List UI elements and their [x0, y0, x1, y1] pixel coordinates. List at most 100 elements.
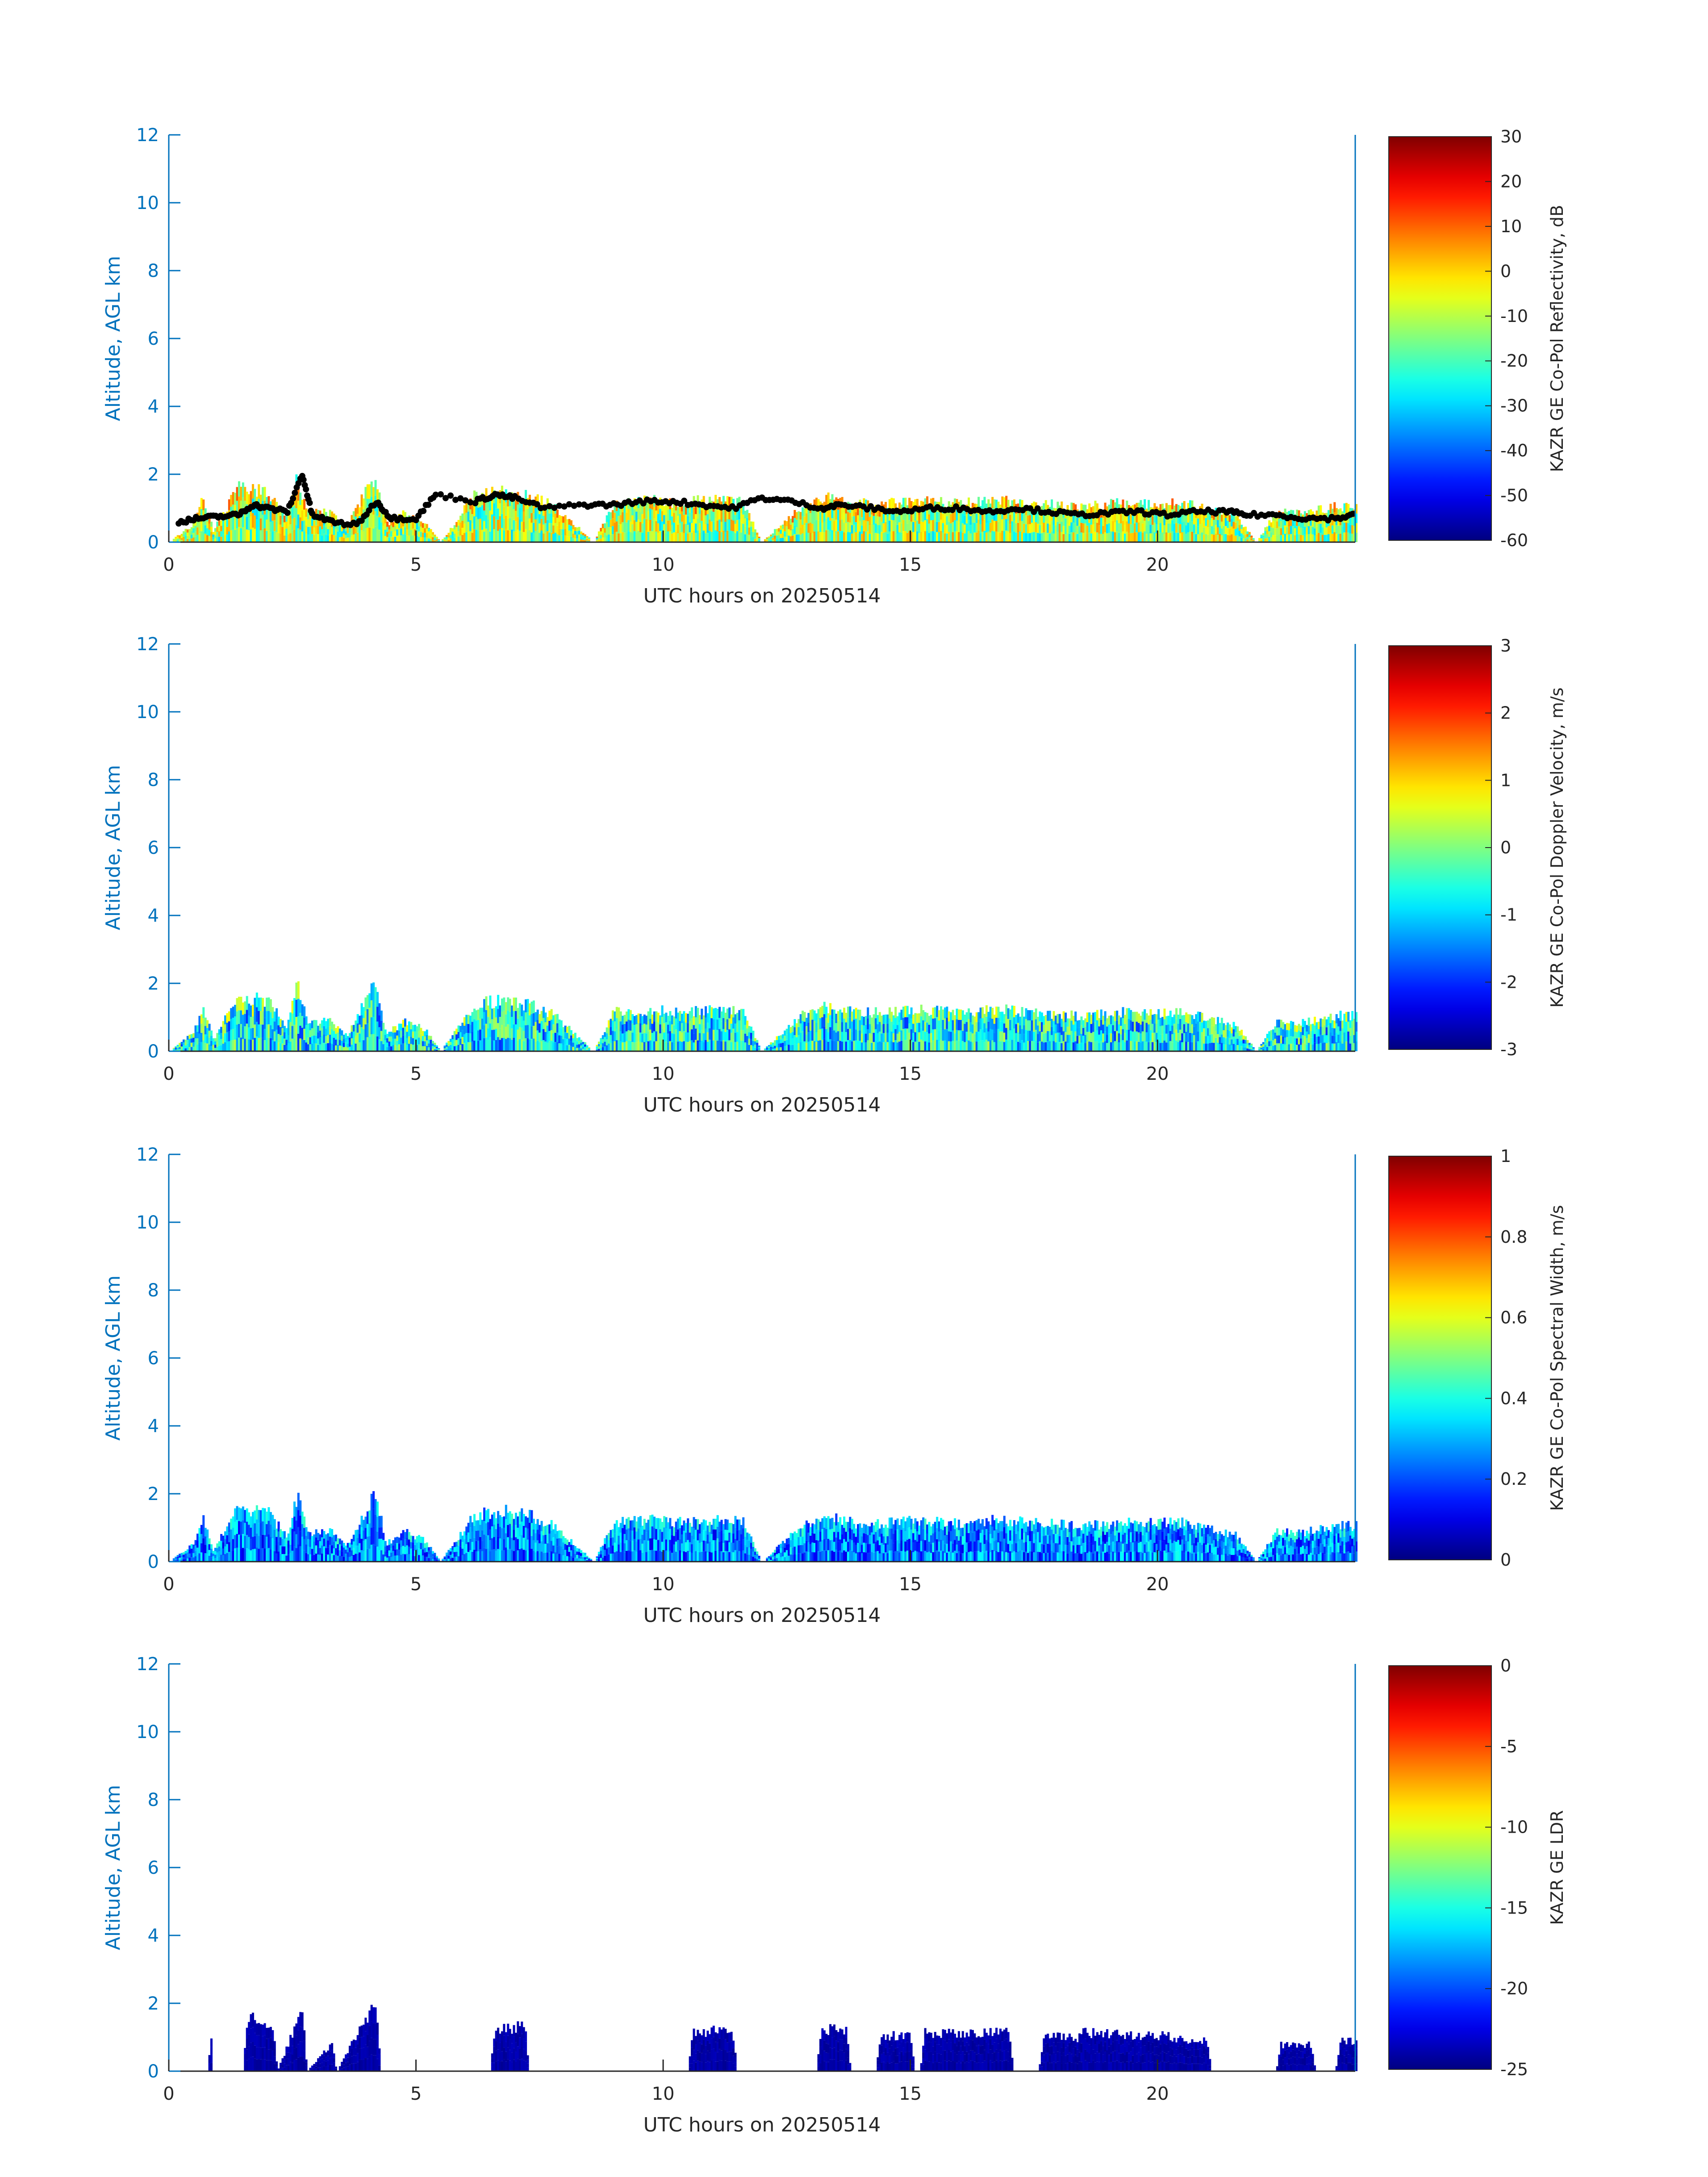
panel-1-cell	[853, 533, 856, 542]
panel-1-cell	[604, 523, 606, 528]
panel-2-cell	[627, 1009, 630, 1020]
panel-2-cell	[194, 1038, 197, 1045]
panel-1-cell	[352, 526, 355, 535]
panel-2-cell	[975, 1041, 978, 1051]
panel-1-cell	[390, 536, 393, 542]
panel-1-cell	[1106, 524, 1109, 533]
panel-2-cell	[355, 1036, 357, 1044]
panel-2-cell	[1005, 1004, 1008, 1016]
panel-2-cell	[999, 1041, 1002, 1051]
panel-2-cell	[1163, 1040, 1166, 1051]
panel-1-cell	[224, 535, 227, 542]
panel-1-cell	[345, 531, 347, 535]
panel-2-cell	[683, 1041, 685, 1051]
panel-1-cell	[784, 531, 786, 537]
panel-2-cell	[505, 1039, 507, 1051]
panel-1-cell	[601, 528, 604, 533]
panel-1-cell	[532, 513, 535, 523]
panel-2-cell	[1246, 1040, 1249, 1043]
panel-2-cell	[886, 1032, 889, 1042]
panel-1-cell	[518, 531, 521, 542]
panel-2-cell	[588, 1047, 590, 1049]
panel-2-cell	[1148, 1042, 1150, 1051]
panel-2-cell	[1104, 1011, 1107, 1021]
panel-1-cell	[331, 534, 334, 542]
panel-1-cell	[987, 521, 990, 532]
panel-1-cell	[457, 536, 460, 542]
panel-2-cell	[774, 1048, 777, 1051]
panel-1-cell	[1213, 535, 1215, 542]
panel-1-cell	[1353, 526, 1356, 534]
panel-2-cell	[956, 1030, 958, 1041]
panel-2-cell	[667, 1042, 669, 1051]
panel-2-cell	[424, 1031, 426, 1036]
panel-1-cell	[550, 532, 553, 542]
panel-1-cell	[1144, 531, 1146, 542]
panel-1-cell	[716, 521, 719, 532]
panel-2-cell	[750, 1039, 752, 1045]
panel-1-cell	[228, 521, 230, 532]
panel-1-cell	[279, 524, 282, 534]
panel-1-cell	[303, 520, 306, 531]
panel-1-cell	[262, 528, 264, 542]
panel-1-cell	[388, 529, 391, 534]
panel-2-cell	[467, 1033, 470, 1042]
panel-2-cell	[922, 1010, 925, 1020]
panel-2-cell	[175, 1049, 177, 1050]
panel-1-cell	[293, 530, 296, 542]
panel-2-cell	[714, 1008, 717, 1019]
panel-2-cell	[597, 1041, 600, 1044]
panel-2-cell	[220, 1045, 223, 1051]
panel-2-cell	[641, 1016, 644, 1025]
panel-1-cell	[443, 537, 446, 539]
panel-1-cell	[776, 532, 778, 536]
panel-1-cell	[898, 532, 901, 542]
panel-1-cell	[1137, 532, 1140, 542]
panel-1-cell	[267, 496, 270, 508]
panel-1-cell	[910, 511, 913, 522]
panel-1-cell	[665, 514, 668, 524]
panel-1-cell	[938, 522, 940, 532]
panel-1-cell	[784, 526, 786, 531]
panel-1-cell	[596, 539, 598, 541]
panel-2-cell	[428, 1047, 430, 1051]
panel-1-cell	[665, 533, 668, 542]
panel-1-cell	[734, 533, 737, 542]
panel-1-cell	[882, 532, 885, 542]
panel-1-cell	[430, 529, 432, 533]
panel-1-cell	[920, 501, 923, 511]
panel-2-cell	[1025, 1040, 1027, 1051]
panel-1-cell	[770, 538, 773, 540]
panel-1-cell	[457, 531, 460, 537]
panel-2-cell	[833, 1020, 835, 1031]
panel-1-cell	[1201, 522, 1203, 533]
panel-2-cell	[366, 1009, 369, 1024]
panel-1-cell	[803, 525, 806, 534]
panel-2-cell	[847, 1007, 849, 1018]
panel-1-cell	[991, 519, 994, 531]
panel-1-cell	[351, 535, 353, 542]
panel-1-cell	[295, 525, 298, 542]
panel-1-cell	[1110, 510, 1112, 521]
panel-2-cell	[1037, 1034, 1040, 1043]
panel-2-cell	[505, 1002, 507, 1015]
panel-1-cell	[1007, 500, 1010, 510]
panel-2-cell	[1033, 1032, 1036, 1042]
panel-1-cell	[1114, 532, 1116, 542]
panel-2-cell	[997, 1018, 1000, 1029]
panel-2-cell	[1031, 1030, 1033, 1041]
panel-1-cell	[521, 511, 523, 522]
panel-2-cell	[408, 1028, 410, 1036]
panel-1-cell	[265, 497, 268, 509]
panel-1-cell	[1120, 523, 1123, 533]
panel-2-cell	[750, 1045, 752, 1051]
panel-1-cell	[764, 540, 766, 541]
panel-1-cell	[942, 513, 944, 523]
panel-2-cell	[1179, 1040, 1182, 1051]
panel-2-cell	[841, 1012, 844, 1023]
panel-2-cell	[372, 999, 375, 1017]
panel-2-cell	[342, 1039, 345, 1043]
panel-1-cell	[301, 521, 304, 532]
panel-2-cell	[1220, 1026, 1223, 1035]
